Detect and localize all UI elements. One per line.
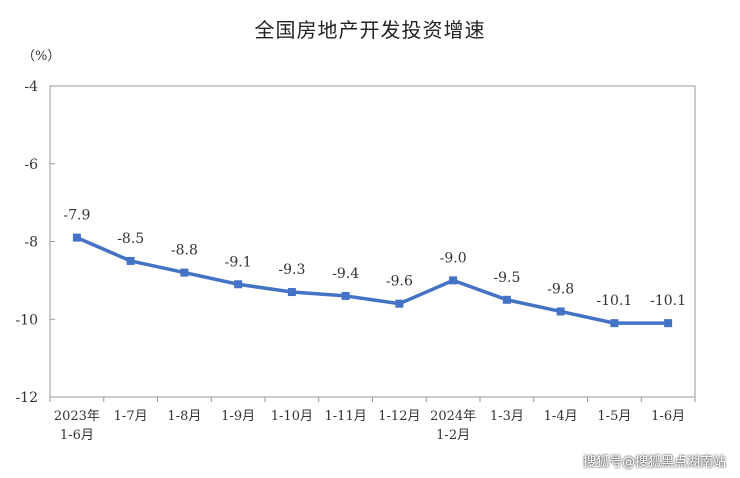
y-tick-label: -8 xyxy=(24,235,38,251)
data-label: -9.5 xyxy=(493,270,520,286)
data-label: -9.1 xyxy=(225,254,252,270)
data-point xyxy=(126,256,135,265)
y-tick-label: -6 xyxy=(24,157,38,173)
x-tick-label: 1-9月 xyxy=(221,409,255,424)
y-tick-label: -4 xyxy=(24,79,38,95)
data-label: -9.4 xyxy=(332,266,359,282)
x-tick-label: 1-3月 xyxy=(490,409,524,424)
x-tick-label: 1-12月 xyxy=(378,409,420,424)
x-tick-label: 2024年 1-2月 xyxy=(430,409,476,443)
x-tick-label: 1-8月 xyxy=(167,409,201,424)
data-label: -8.5 xyxy=(117,231,144,247)
data-label: -9.0 xyxy=(440,250,467,266)
series-line xyxy=(76,236,669,325)
data-point xyxy=(502,295,511,304)
data-point xyxy=(72,233,81,242)
y-axis-unit-label: （%） xyxy=(22,49,60,64)
data-label: -7.9 xyxy=(63,208,90,224)
x-tick-label: 1-10月 xyxy=(271,409,313,424)
y-tick-label: -12 xyxy=(15,390,38,406)
data-point xyxy=(287,288,296,297)
data-point xyxy=(180,268,189,277)
y-tick-label: -10 xyxy=(15,312,38,328)
x-tick-label: 1-11月 xyxy=(325,409,367,424)
data-point xyxy=(556,307,565,316)
data-label: -10.1 xyxy=(596,293,632,309)
x-tick-label: 1-7月 xyxy=(114,409,148,424)
x-tick-label: 1-4月 xyxy=(544,409,578,424)
data-point xyxy=(610,319,619,328)
data-point xyxy=(449,276,458,285)
data-point xyxy=(234,280,243,289)
data-label: -9.6 xyxy=(386,274,413,290)
chart-title: 全国房地产开发投资增速 xyxy=(254,18,486,42)
data-point xyxy=(664,319,673,328)
watermark: 搜狐号@搜狐黑点湖南站 xyxy=(582,455,726,470)
data-point xyxy=(395,299,404,308)
data-point xyxy=(341,291,350,300)
data-label: -9.8 xyxy=(547,281,574,297)
x-tick-label: 1-6月 xyxy=(651,409,685,424)
data-label: -9.3 xyxy=(278,262,305,278)
data-label: -8.8 xyxy=(171,243,198,259)
plot-frame xyxy=(49,85,696,398)
x-tick-label: 1-5月 xyxy=(597,409,631,424)
data-label: -10.1 xyxy=(650,293,686,309)
x-tick-label: 2023年 1-6月 xyxy=(54,409,100,443)
